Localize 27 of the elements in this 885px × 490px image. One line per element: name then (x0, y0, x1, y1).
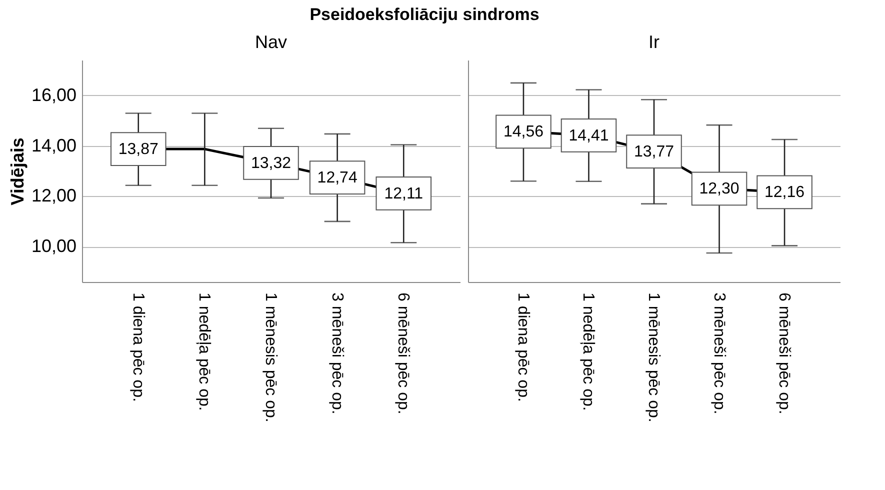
x-tick-label: 1 diena pēc op. (514, 292, 532, 402)
x-tick-label: 1 nedēļa pēc op. (196, 292, 213, 411)
x-tick-label: 6 mēneši pēc op. (776, 292, 793, 414)
y-tick-label: 10,00 (31, 236, 76, 256)
data-label: 13,77 (634, 144, 674, 161)
data-label: 14,56 (503, 124, 544, 141)
data-label: 13,32 (250, 154, 292, 172)
x-tick-label: 6 mēneši pēc op. (394, 292, 412, 414)
x-tick-label: 1 mēnesis pēc op. (262, 292, 279, 422)
y-tick-label: 16,00 (31, 84, 76, 105)
chart-title: Ir (648, 32, 660, 52)
chart-title: Nav (254, 32, 288, 52)
data-label: 13,87 (118, 141, 158, 158)
x-tick-label: 1 diena pēc op. (129, 292, 146, 402)
data-label: 12,16 (764, 184, 805, 202)
text: Pseidoeksfoliāciju sindroms (310, 5, 540, 24)
data-label: 12,11 (384, 185, 424, 202)
data-label: 12,74 (317, 170, 358, 187)
data-label: 12,30 (699, 180, 740, 198)
y-tick-label: 14,00 (31, 135, 76, 156)
x-tick-label: 3 mēneši pēc op. (710, 292, 728, 414)
data-label: 14,41 (568, 127, 609, 144)
x-tick-label: 1 mēnesis pēc op. (645, 292, 662, 422)
y-axis-title: Vidējais (7, 138, 28, 206)
x-tick-label: 3 mēneši pēc op. (328, 292, 346, 414)
y-tick-label: 12,00 (31, 186, 76, 206)
x-tick-label: 1 nedēļa pēc op. (580, 292, 597, 411)
